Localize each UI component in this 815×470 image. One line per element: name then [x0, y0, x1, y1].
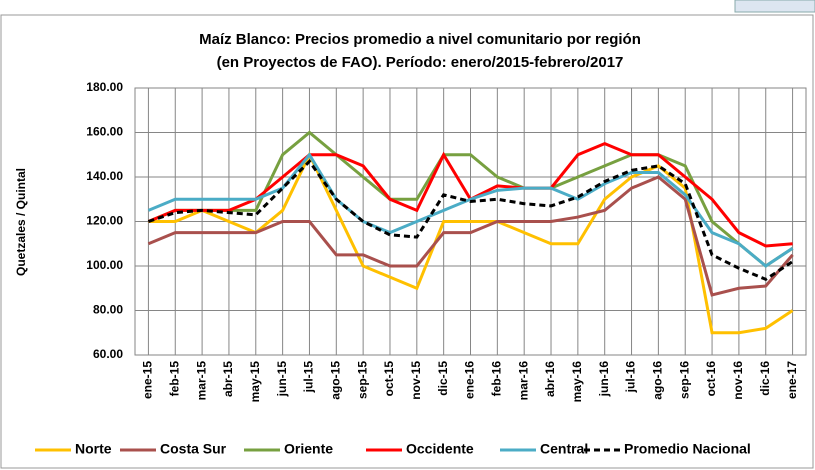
x-tick-label: may-16	[570, 361, 584, 403]
legend-label: Costa Sur	[160, 441, 227, 457]
plot-area	[134, 87, 807, 356]
legend-label: Norte	[75, 441, 112, 457]
legend-label: Promedio Nacional	[624, 441, 751, 457]
legend-label: Occidente	[406, 441, 474, 457]
x-tick-label: may-15	[248, 361, 262, 403]
legend-label: Oriente	[284, 441, 333, 457]
x-tick-label: mar-16	[516, 361, 530, 401]
x-tick-label: ago-16	[651, 361, 665, 400]
x-tick-label: jul-15	[302, 361, 316, 394]
series-line	[147, 159, 794, 282]
x-tick-label: oct-15	[382, 361, 396, 397]
y-tick-label: 80.00	[93, 303, 123, 317]
x-tick-label: dic-15	[436, 361, 450, 396]
x-tick-label: mar-15	[194, 361, 208, 401]
x-tick-label: jun-15	[275, 361, 289, 398]
decoration	[734, 0, 815, 13]
x-tick-label: ago-15	[328, 361, 342, 400]
x-tick-label: ene-15	[141, 361, 155, 399]
x-tick-label: dic-16	[758, 361, 772, 396]
y-axis-label: Quetzales / Quintal	[14, 168, 28, 276]
x-tick-label: feb-16	[490, 361, 504, 397]
x-tick-label: ene-16	[463, 361, 477, 399]
x-tick-label: nov-16	[731, 361, 745, 400]
chart-subtitle: (en Proyectos de FAO). Período: enero/20…	[217, 54, 624, 71]
legend-label: Central	[540, 441, 588, 457]
x-tick-label: feb-15	[167, 361, 181, 397]
chart-title: Maíz Blanco: Precios promedio a nivel co…	[199, 31, 641, 48]
x-tick-label: sep-15	[355, 361, 369, 399]
x-tick-label: oct-16	[704, 361, 718, 397]
x-tick-label: jun-16	[597, 361, 611, 398]
chart-frame	[0, 14, 814, 469]
y-tick-label: 180.00	[86, 80, 123, 94]
y-tick-label: 60.00	[93, 347, 123, 361]
y-tick-label: 120.00	[86, 214, 123, 228]
x-tick-label: abr-15	[221, 361, 235, 397]
x-tick-label: abr-16	[543, 361, 557, 397]
x-tick-label: nov-15	[409, 361, 423, 400]
y-tick-label: 140.00	[86, 169, 123, 183]
series-line	[147, 152, 794, 268]
x-tick-label: ene-17	[785, 361, 799, 399]
x-tick-label: sep-16	[677, 361, 691, 399]
series-line	[147, 130, 794, 268]
y-tick-label: 100.00	[86, 258, 123, 272]
series-line	[147, 175, 794, 297]
y-tick-label: 160.00	[86, 125, 123, 139]
x-tick-label: jul-16	[624, 361, 638, 394]
